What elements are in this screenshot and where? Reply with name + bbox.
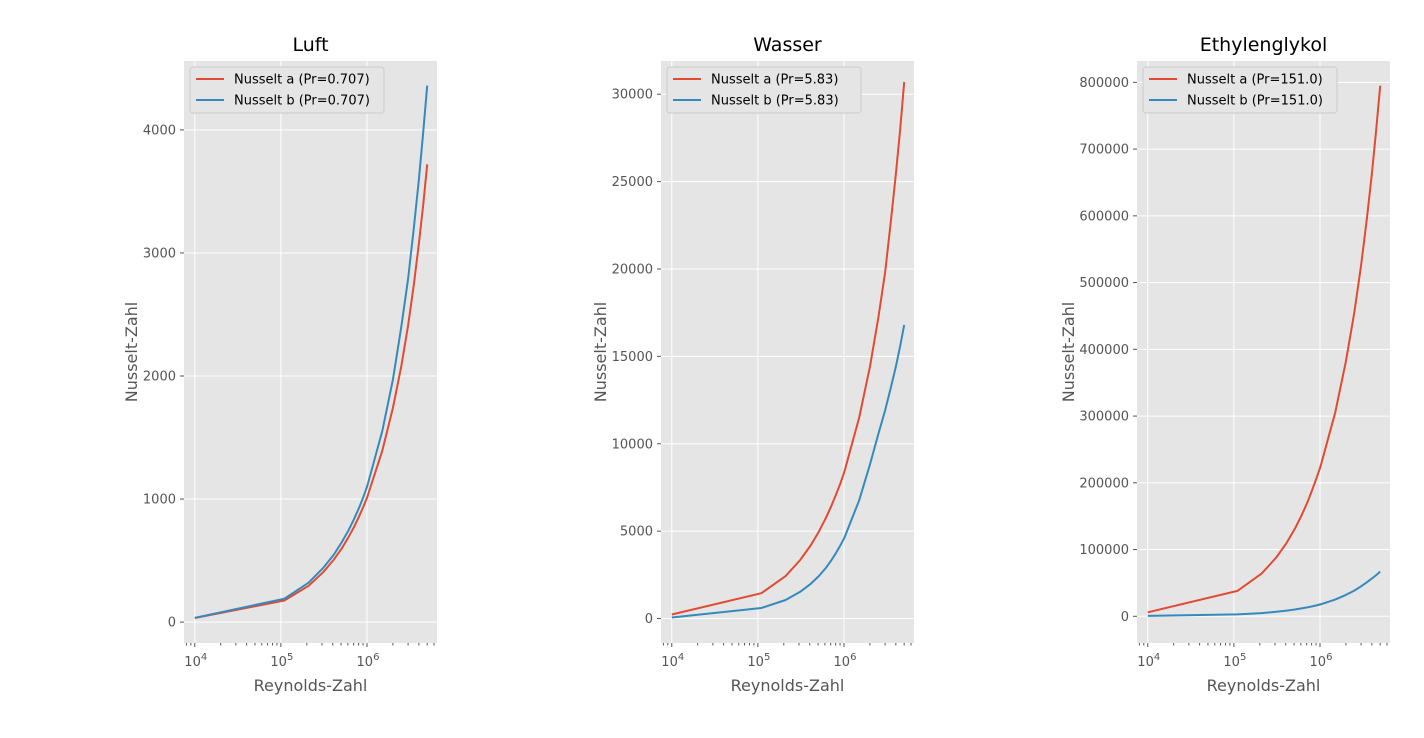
chart-title: Ethylenglykol	[1200, 34, 1328, 56]
x-tick-label: 104	[184, 652, 207, 670]
x-tick-exponent: 4	[678, 652, 684, 663]
plot-area	[661, 61, 914, 643]
y-axis-label: Nusselt-Zahl	[122, 302, 141, 402]
series-line-a	[1147, 85, 1382, 614]
y-tick-label: 4000	[143, 123, 176, 138]
x-tick-exponent: 4	[1154, 652, 1160, 663]
legend-label: Nusselt a (Pr=5.83)	[711, 73, 838, 88]
x-axis-label: Reynolds-Zahl	[1207, 676, 1321, 695]
x-axis-label: Reynolds-Zahl	[731, 676, 845, 695]
y-axis-label: Nusselt-Zahl	[1059, 302, 1078, 402]
series-line-b	[671, 324, 906, 619]
y-tick-label: 0	[1121, 610, 1129, 625]
plot-area	[1137, 61, 1390, 643]
legend-label: Nusselt b (Pr=0.707)	[234, 94, 370, 109]
x-axis-label: Reynolds-Zahl	[254, 676, 368, 695]
y-tick-label: 3000	[143, 246, 176, 261]
y-tick-label: 400000	[1079, 343, 1129, 358]
chart-title: Luft	[292, 34, 328, 56]
x-tick-base: 10	[1310, 655, 1327, 670]
x-tick-exponent: 4	[201, 652, 207, 663]
legend-frame	[189, 66, 385, 114]
x-tick-base: 10	[184, 655, 201, 670]
y-tick-label: 20000	[612, 262, 653, 277]
y-tick-label: 30000	[612, 88, 653, 103]
y-tick-label: 2000	[143, 369, 176, 384]
y-tick-label: 700000	[1079, 143, 1129, 158]
y-axis-label: Nusselt-Zahl	[591, 302, 610, 402]
x-tick-base: 10	[270, 655, 287, 670]
x-tick-label: 104	[1137, 652, 1160, 670]
x-tick-base: 10	[747, 655, 764, 670]
legend: Nusselt a (Pr=0.707) Nusselt b (Pr=0.707)	[189, 66, 385, 114]
x-tick-exponent: 5	[1240, 652, 1246, 663]
x-tick-label: 105	[1223, 652, 1246, 670]
y-tick-label: 500000	[1079, 276, 1129, 291]
chart-title: Wasser	[753, 34, 822, 56]
y-tick-label: 15000	[612, 350, 653, 365]
y-tick-label: 800000	[1079, 76, 1129, 91]
chart-panel-2: 0 100000 200000 300000 400000 500000 600000 700…	[1059, 34, 1390, 695]
series-line-a	[194, 164, 429, 619]
y-tick-label: 100000	[1079, 543, 1129, 558]
y-tick-label: 25000	[612, 175, 653, 190]
x-tick-base: 10	[661, 655, 678, 670]
series-line-b	[1147, 570, 1381, 617]
x-tick-exponent: 6	[850, 652, 856, 663]
legend-label: Nusselt b (Pr=5.83)	[711, 94, 839, 109]
legend-frame	[1142, 66, 1338, 114]
series-line-b	[194, 85, 429, 619]
y-tick-label: 1000	[143, 493, 176, 508]
x-tick-base: 10	[1137, 655, 1154, 670]
x-tick-label: 105	[747, 652, 770, 670]
x-tick-exponent: 5	[287, 652, 293, 663]
x-tick-label: 105	[270, 652, 293, 670]
y-tick-label: 10000	[612, 437, 653, 452]
legend: Nusselt a (Pr=151.0) Nusselt b (Pr=151.0)	[1142, 66, 1338, 114]
legend-label: Nusselt b (Pr=151.0)	[1187, 94, 1323, 109]
legend-label: Nusselt a (Pr=151.0)	[1187, 73, 1323, 88]
legend-label: Nusselt a (Pr=0.707)	[234, 73, 370, 88]
x-tick-exponent: 6	[1326, 652, 1332, 663]
x-tick-exponent: 6	[373, 652, 379, 663]
y-tick-label: 5000	[620, 525, 653, 540]
legend: Nusselt a (Pr=5.83) Nusselt b (Pr=5.83)	[666, 66, 862, 114]
x-tick-exponent: 5	[764, 652, 770, 663]
x-tick-label: 106	[357, 652, 380, 670]
y-tick-label: 200000	[1079, 476, 1129, 491]
legend-frame	[666, 66, 862, 114]
x-tick-label: 106	[834, 652, 857, 670]
x-tick-base: 10	[834, 655, 851, 670]
x-tick-base: 10	[1223, 655, 1240, 670]
y-tick-label: 0	[168, 616, 176, 631]
x-tick-base: 10	[357, 655, 374, 670]
x-tick-label: 106	[1310, 652, 1333, 670]
x-tick-label: 104	[661, 652, 684, 670]
y-tick-label: 600000	[1079, 209, 1129, 224]
y-tick-label: 300000	[1079, 410, 1129, 425]
series-line-a	[671, 81, 906, 616]
y-tick-label: 0	[645, 612, 653, 627]
plot-area	[184, 61, 437, 643]
